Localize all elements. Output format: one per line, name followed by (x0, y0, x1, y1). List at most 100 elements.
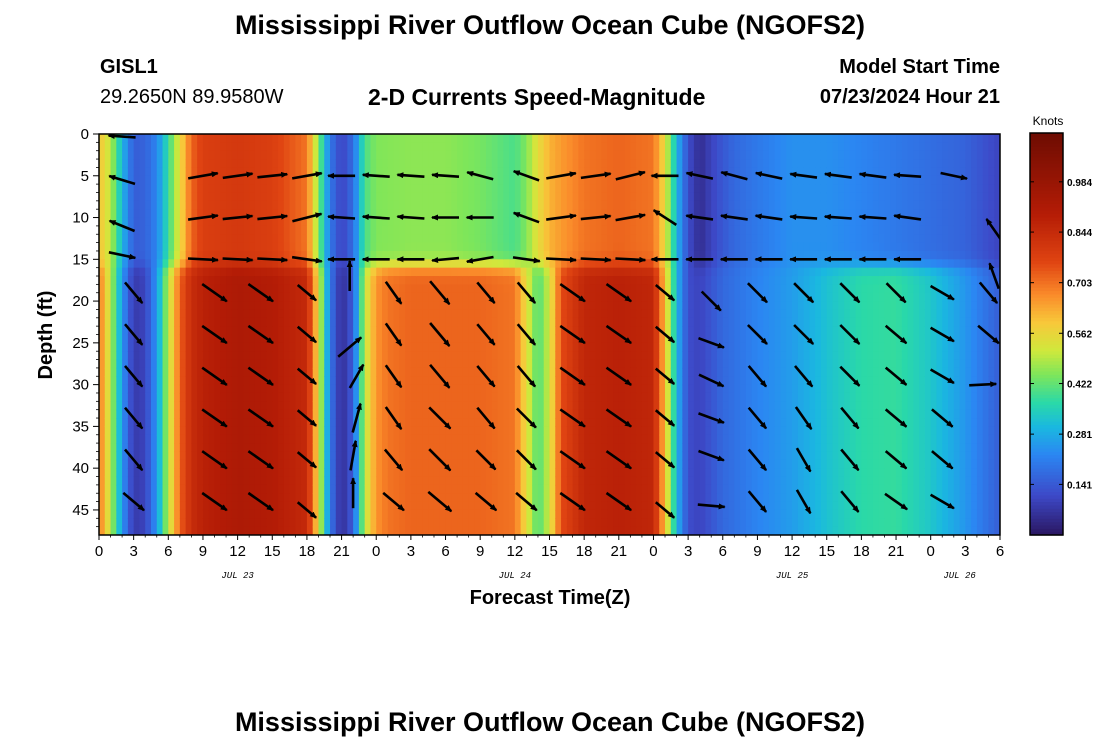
heatmap-cell (254, 334, 262, 344)
heatmap-cell (202, 409, 210, 419)
heatmap-cell (555, 250, 562, 260)
heatmap-cell (301, 509, 308, 519)
heatmap-cell (578, 526, 585, 535)
heatmap-cell (399, 376, 406, 386)
heatmap-cell (613, 459, 620, 469)
heatmap-cell (301, 309, 308, 319)
heatmap-cell (451, 476, 458, 486)
heatmap-cell (693, 192, 701, 202)
heatmap-cell (439, 309, 447, 319)
heatmap-cell (693, 134, 701, 143)
heatmap-cell (254, 209, 262, 219)
heatmap-cell (324, 292, 331, 302)
heatmap-cell (145, 150, 152, 160)
heatmap-cell (451, 326, 458, 336)
heatmap-cell (168, 192, 175, 202)
heatmap-cell (197, 326, 204, 336)
heatmap-cell (665, 267, 672, 277)
heatmap-cell (197, 292, 204, 302)
heatmap-cell (387, 225, 395, 235)
heatmap-cell (318, 518, 325, 528)
heatmap-cell (497, 150, 504, 160)
heatmap-cell (693, 250, 701, 260)
heatmap-cell (139, 392, 146, 402)
heatmap-cell (537, 351, 545, 361)
heatmap-cell (358, 309, 366, 319)
heatmap-cell (278, 418, 285, 427)
heatmap-cell (145, 267, 152, 277)
heatmap-cell (410, 418, 418, 427)
heatmap-cell (382, 367, 389, 377)
heatmap-cell (514, 518, 522, 528)
heatmap-cell (595, 326, 603, 336)
heatmap-cell (474, 426, 481, 436)
heatmap-cell (451, 468, 458, 478)
heatmap-cell (133, 200, 141, 210)
heatmap-cell (497, 359, 504, 369)
heatmap-cell (330, 376, 337, 386)
heatmap-cell (185, 217, 193, 227)
heatmap-cell (485, 225, 493, 235)
heatmap-cell (584, 418, 591, 427)
heatmap-cell (549, 134, 556, 143)
heatmap-cell (647, 184, 655, 194)
heatmap-cell (289, 142, 296, 152)
heatmap-cell (231, 509, 239, 519)
heatmap-cell (405, 150, 412, 160)
heatmap-cell (133, 392, 141, 402)
heatmap-cell (422, 443, 429, 453)
heatmap-cell (341, 150, 348, 160)
heatmap-cell (139, 192, 146, 202)
heatmap-cell (514, 501, 522, 511)
heatmap-cell (330, 301, 337, 311)
heatmap-cell (330, 192, 337, 202)
heatmap-cell (503, 142, 510, 152)
heatmap-cell (532, 242, 539, 252)
heatmap-cell (318, 259, 325, 269)
heatmap-cell (254, 167, 262, 177)
heatmap-cell (133, 217, 141, 227)
heatmap-cell (630, 367, 637, 377)
heatmap-cell (566, 384, 574, 394)
heatmap-cell (370, 468, 377, 478)
heatmap-cell (503, 292, 510, 302)
heatmap-cell (595, 159, 603, 169)
heatmap-cell (318, 167, 325, 177)
heatmap-cell (341, 451, 348, 461)
heatmap-cell (324, 359, 331, 369)
heatmap-cell (670, 159, 678, 169)
heatmap-cell (127, 501, 135, 511)
heatmap-cell (682, 509, 689, 519)
heatmap-cell (410, 292, 418, 302)
heatmap-cell (341, 342, 348, 352)
heatmap-cell (295, 209, 302, 219)
heatmap-cell (179, 150, 187, 160)
heatmap-cell (457, 367, 464, 377)
heatmap-cell (220, 184, 227, 194)
heatmap-cell (613, 192, 620, 202)
heatmap-cell (324, 134, 331, 143)
heatmap-cell (283, 284, 291, 294)
heatmap-cell (382, 484, 389, 494)
heatmap-cell (526, 526, 533, 535)
heatmap-cell (382, 134, 389, 143)
heatmap-cell (312, 192, 320, 202)
heatmap-cell (393, 342, 400, 352)
heatmap-cell (156, 351, 164, 361)
heatmap-cell (335, 326, 343, 336)
heatmap-cell (601, 392, 608, 402)
heatmap-cell (462, 434, 470, 444)
heatmap-cell (584, 276, 591, 285)
heatmap-cell (364, 334, 372, 344)
heatmap-cell (387, 384, 395, 394)
heatmap-cell (174, 476, 181, 486)
heatmap-cell (561, 342, 568, 352)
heatmap-cell (555, 142, 562, 152)
heatmap-cell (416, 468, 424, 478)
heatmap-cell (387, 276, 395, 285)
heatmap-cell (578, 150, 585, 160)
heatmap-cell (532, 518, 539, 528)
heatmap-cell (503, 493, 510, 503)
heatmap-cell (156, 242, 164, 252)
heatmap-cell (347, 292, 354, 302)
